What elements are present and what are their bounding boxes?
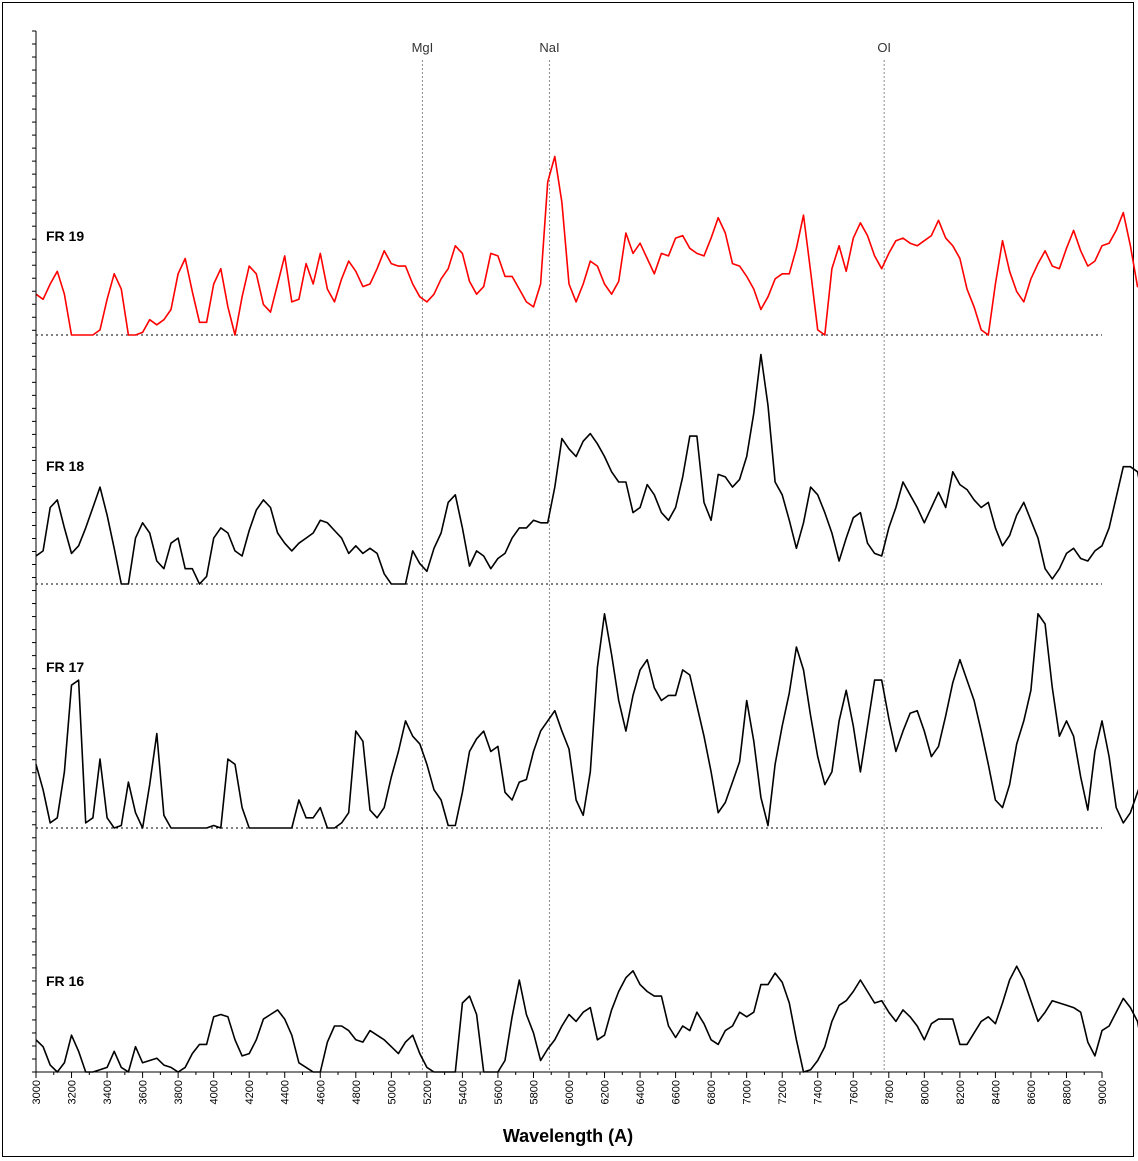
marker-label-oi: OI bbox=[877, 40, 891, 55]
x-tick-label-7400: 7400 bbox=[813, 1080, 825, 1104]
x-tick-label-5400: 5400 bbox=[457, 1080, 469, 1104]
x-tick-label-4000: 4000 bbox=[209, 1080, 221, 1104]
marker-layer bbox=[421, 60, 885, 1072]
x-tick-label-7000: 7000 bbox=[742, 1080, 754, 1104]
x-tick-label-8200: 8200 bbox=[955, 1080, 967, 1104]
x-tick-label-3200: 3200 bbox=[67, 1080, 79, 1104]
x-tick-label-4200: 4200 bbox=[244, 1080, 256, 1104]
marker-label-mgi: MgI bbox=[412, 40, 434, 55]
series-label-fr-18: FR 18 bbox=[46, 458, 84, 474]
x-tick-label-3000: 3000 bbox=[31, 1080, 43, 1104]
x-tick-label-6600: 6600 bbox=[671, 1080, 683, 1104]
x-tick-label-8600: 8600 bbox=[1026, 1080, 1038, 1104]
x-tick-label-6400: 6400 bbox=[635, 1080, 647, 1104]
series-label-fr-17: FR 17 bbox=[46, 659, 84, 675]
x-tick-label-7600: 7600 bbox=[848, 1080, 860, 1104]
x-tick-label-4800: 4800 bbox=[351, 1080, 363, 1104]
x-tick-label-5600: 5600 bbox=[493, 1080, 505, 1104]
series-line-fr-16 bbox=[35, 965, 1138, 1073]
series-line-fr-18 bbox=[35, 353, 1138, 585]
series-line-fr-19 bbox=[35, 155, 1138, 336]
series-layer bbox=[35, 155, 1138, 1073]
x-tick-label-3400: 3400 bbox=[102, 1080, 114, 1104]
x-tick-label-7800: 7800 bbox=[884, 1080, 896, 1104]
x-tick-label-6000: 6000 bbox=[564, 1080, 576, 1104]
x-tick-label-6800: 6800 bbox=[706, 1080, 718, 1104]
x-tick-label-4600: 4600 bbox=[315, 1080, 327, 1104]
x-tick-label-8000: 8000 bbox=[919, 1080, 931, 1104]
label-layer: MgI NaI OI FR 19 FR 18 FR 17 FR 16 bbox=[46, 40, 891, 989]
x-tick-label-3800: 3800 bbox=[173, 1080, 185, 1104]
x-tick-label-7200: 7200 bbox=[777, 1080, 789, 1104]
series-line-fr-17 bbox=[35, 612, 1138, 829]
tick-layer: 3000 3200 3400 3600 3800 4000 4200 4400 4600 4800… bbox=[31, 30, 1109, 1104]
x-axis-title: Wavelength (A) bbox=[503, 1126, 633, 1146]
x-tick-label-5200: 5200 bbox=[422, 1080, 434, 1104]
x-tick-label-3600: 3600 bbox=[138, 1080, 150, 1104]
x-tick-label-5800: 5800 bbox=[528, 1080, 540, 1104]
x-tick-label-8800: 8800 bbox=[1061, 1080, 1073, 1104]
x-tick-label-9000: 9000 bbox=[1097, 1080, 1109, 1104]
x-tick-label-6200: 6200 bbox=[600, 1080, 612, 1104]
marker-label-nai: NaI bbox=[539, 40, 559, 55]
series-label-fr-16: FR 16 bbox=[46, 973, 84, 989]
x-tick-label-5000: 5000 bbox=[386, 1080, 398, 1104]
axis-layer bbox=[35, 31, 1102, 1073]
series-label-fr-19: FR 19 bbox=[46, 228, 84, 244]
x-tick-label-4400: 4400 bbox=[280, 1080, 292, 1104]
x-tick-label-8400: 8400 bbox=[990, 1080, 1002, 1104]
